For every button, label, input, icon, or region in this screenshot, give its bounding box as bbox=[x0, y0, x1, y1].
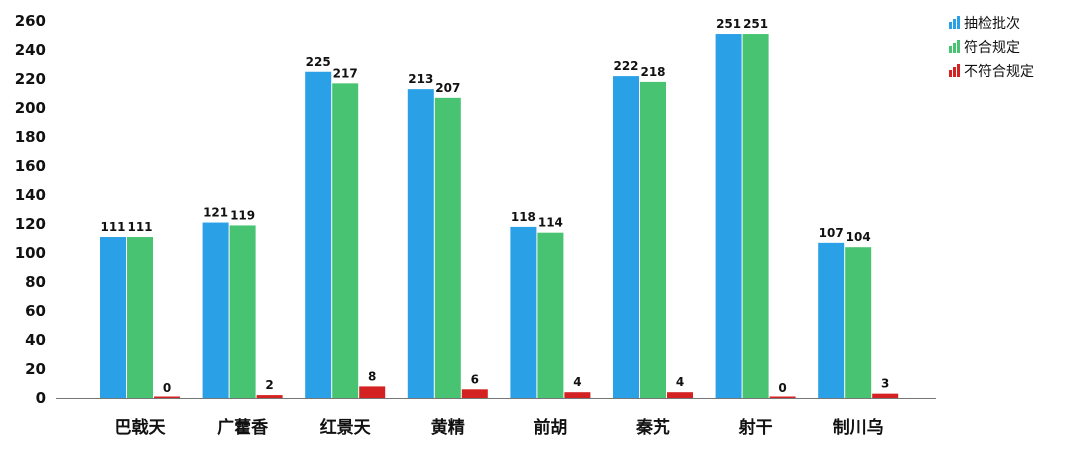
data-label: 111 bbox=[127, 220, 152, 234]
bar-compliant bbox=[229, 225, 256, 398]
bar-noncompliant bbox=[256, 395, 283, 398]
data-label: 4 bbox=[573, 375, 581, 389]
y-tick-label: 160 bbox=[15, 157, 46, 175]
y-tick-label: 180 bbox=[15, 128, 46, 146]
data-label: 6 bbox=[471, 372, 479, 386]
data-label: 2 bbox=[265, 378, 273, 392]
data-label: 213 bbox=[408, 72, 433, 86]
y-tick-label: 220 bbox=[15, 70, 46, 88]
category-label: 巴戟天 bbox=[115, 417, 167, 438]
bar-sampled bbox=[613, 76, 639, 398]
bar-sampled bbox=[202, 222, 229, 398]
data-label: 4 bbox=[676, 375, 684, 389]
y-tick-label: 20 bbox=[25, 360, 46, 378]
data-label: 222 bbox=[613, 59, 638, 73]
y-tick-label: 60 bbox=[25, 302, 46, 320]
data-label: 251 bbox=[743, 17, 768, 31]
data-label: 207 bbox=[435, 81, 460, 95]
bar-chart-icon bbox=[949, 40, 960, 53]
y-tick-label: 80 bbox=[25, 273, 46, 291]
data-label: 104 bbox=[846, 230, 871, 244]
legend-label: 抽检批次 bbox=[964, 16, 1020, 32]
bar-sampled bbox=[100, 237, 126, 398]
bar-compliant bbox=[127, 237, 153, 398]
bar-compliant bbox=[742, 34, 769, 399]
bar-noncompliant bbox=[872, 393, 899, 398]
legend-label: 不符合规定 bbox=[964, 64, 1034, 80]
bar-noncompliant bbox=[667, 392, 693, 398]
y-tick-label: 120 bbox=[15, 215, 46, 233]
y-tick-label: 140 bbox=[15, 186, 46, 204]
data-label: 111 bbox=[100, 220, 125, 234]
bar-sampled bbox=[305, 71, 332, 398]
bar-noncompliant bbox=[359, 386, 386, 398]
legend-label: 符合规定 bbox=[964, 40, 1020, 56]
category-label: 广藿香 bbox=[217, 417, 268, 438]
data-label: 3 bbox=[881, 377, 889, 391]
data-label: 218 bbox=[640, 65, 665, 79]
category-label: 红景天 bbox=[320, 417, 372, 438]
y-tick-label: 260 bbox=[15, 12, 46, 30]
category-label: 制川乌 bbox=[833, 417, 884, 438]
bar-sampled bbox=[407, 89, 434, 399]
data-label: 107 bbox=[819, 226, 844, 240]
y-tick-label: 40 bbox=[25, 331, 46, 349]
legend-item: 不符合规定 bbox=[949, 64, 1034, 80]
bar-compliant bbox=[434, 97, 461, 398]
y-tick-label: 200 bbox=[15, 99, 46, 117]
y-tick-label: 240 bbox=[15, 41, 46, 59]
bar-noncompliant bbox=[564, 392, 591, 398]
category-label: 黄精 bbox=[431, 417, 465, 438]
bar-noncompliant bbox=[461, 389, 488, 398]
bar-sampled bbox=[510, 226, 537, 398]
legend-item: 抽检批次 bbox=[949, 16, 1020, 32]
category-label: 射干 bbox=[738, 417, 773, 438]
data-label: 121 bbox=[203, 206, 228, 220]
data-label: 225 bbox=[306, 55, 331, 69]
bar-compliant bbox=[537, 232, 564, 398]
data-label: 118 bbox=[511, 210, 536, 224]
y-tick-label: 100 bbox=[15, 244, 46, 262]
bar-compliant bbox=[845, 247, 872, 398]
bar-chart-icon bbox=[949, 64, 960, 77]
data-label: 0 bbox=[778, 381, 786, 395]
category-label: 秦艽 bbox=[636, 417, 670, 438]
data-label: 0 bbox=[163, 381, 171, 395]
y-axis: 0 20 40 60 80 100 120 140 160 180 200 220 240 260 bbox=[15, 12, 46, 407]
x-axis: 巴戟天 广藿香 红景天 黄精 前胡 秦艽 射干 制川乌 bbox=[56, 398, 936, 438]
data-label: 251 bbox=[716, 17, 741, 31]
bar-noncompliant bbox=[154, 396, 180, 398]
data-label: 119 bbox=[230, 208, 255, 222]
bar-sampled bbox=[818, 242, 845, 398]
bar-noncompliant bbox=[769, 396, 796, 398]
bar-chart-icon bbox=[949, 16, 960, 29]
category-label: 前胡 bbox=[533, 417, 567, 438]
data-label: 114 bbox=[538, 216, 563, 230]
legend-item: 符合规定 bbox=[949, 40, 1020, 56]
y-tick-label: 0 bbox=[36, 389, 46, 407]
data-label: 8 bbox=[368, 369, 376, 383]
bar-compliant bbox=[332, 83, 359, 398]
bar-compliant bbox=[640, 81, 666, 399]
data-label: 217 bbox=[333, 66, 358, 80]
bar-sampled bbox=[715, 34, 742, 399]
